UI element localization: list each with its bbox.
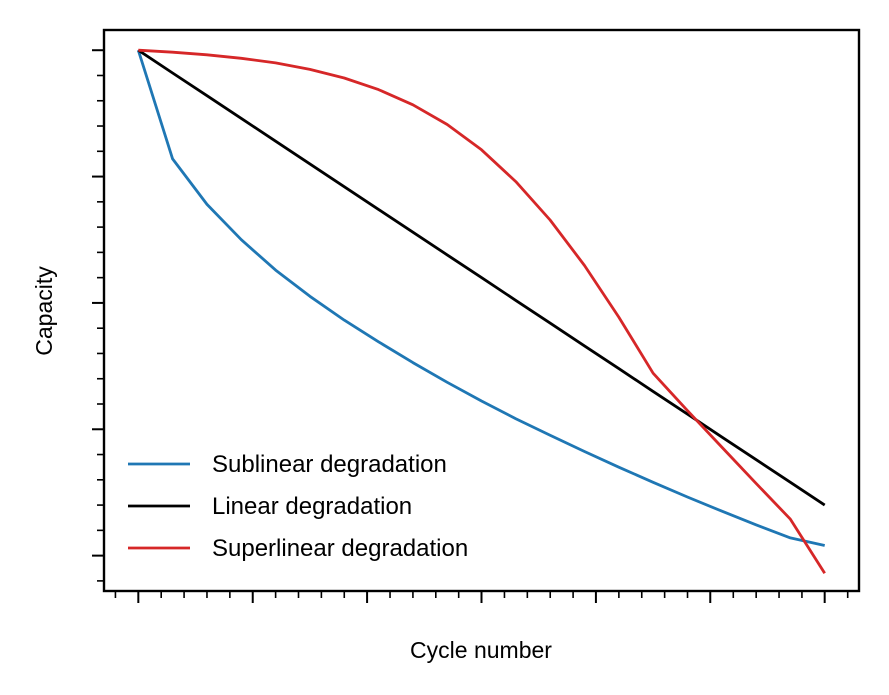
- axis-ticks: [92, 49, 849, 603]
- x-axis-label: Cycle number: [410, 637, 552, 663]
- series-line-1: [136, 49, 826, 547]
- y-axis-label: Capacity: [31, 266, 57, 356]
- plot-area: [136, 48, 826, 575]
- legend-label-2: Linear degradation: [212, 493, 412, 520]
- series-line-3: [138, 48, 826, 575]
- legend-label-3: Superlinear degradation: [212, 535, 468, 562]
- legend: Sublinear degradation Linear degradation S…: [128, 451, 468, 562]
- series-line-2: [137, 49, 826, 507]
- legend-label-1: Sublinear degradation: [212, 451, 447, 478]
